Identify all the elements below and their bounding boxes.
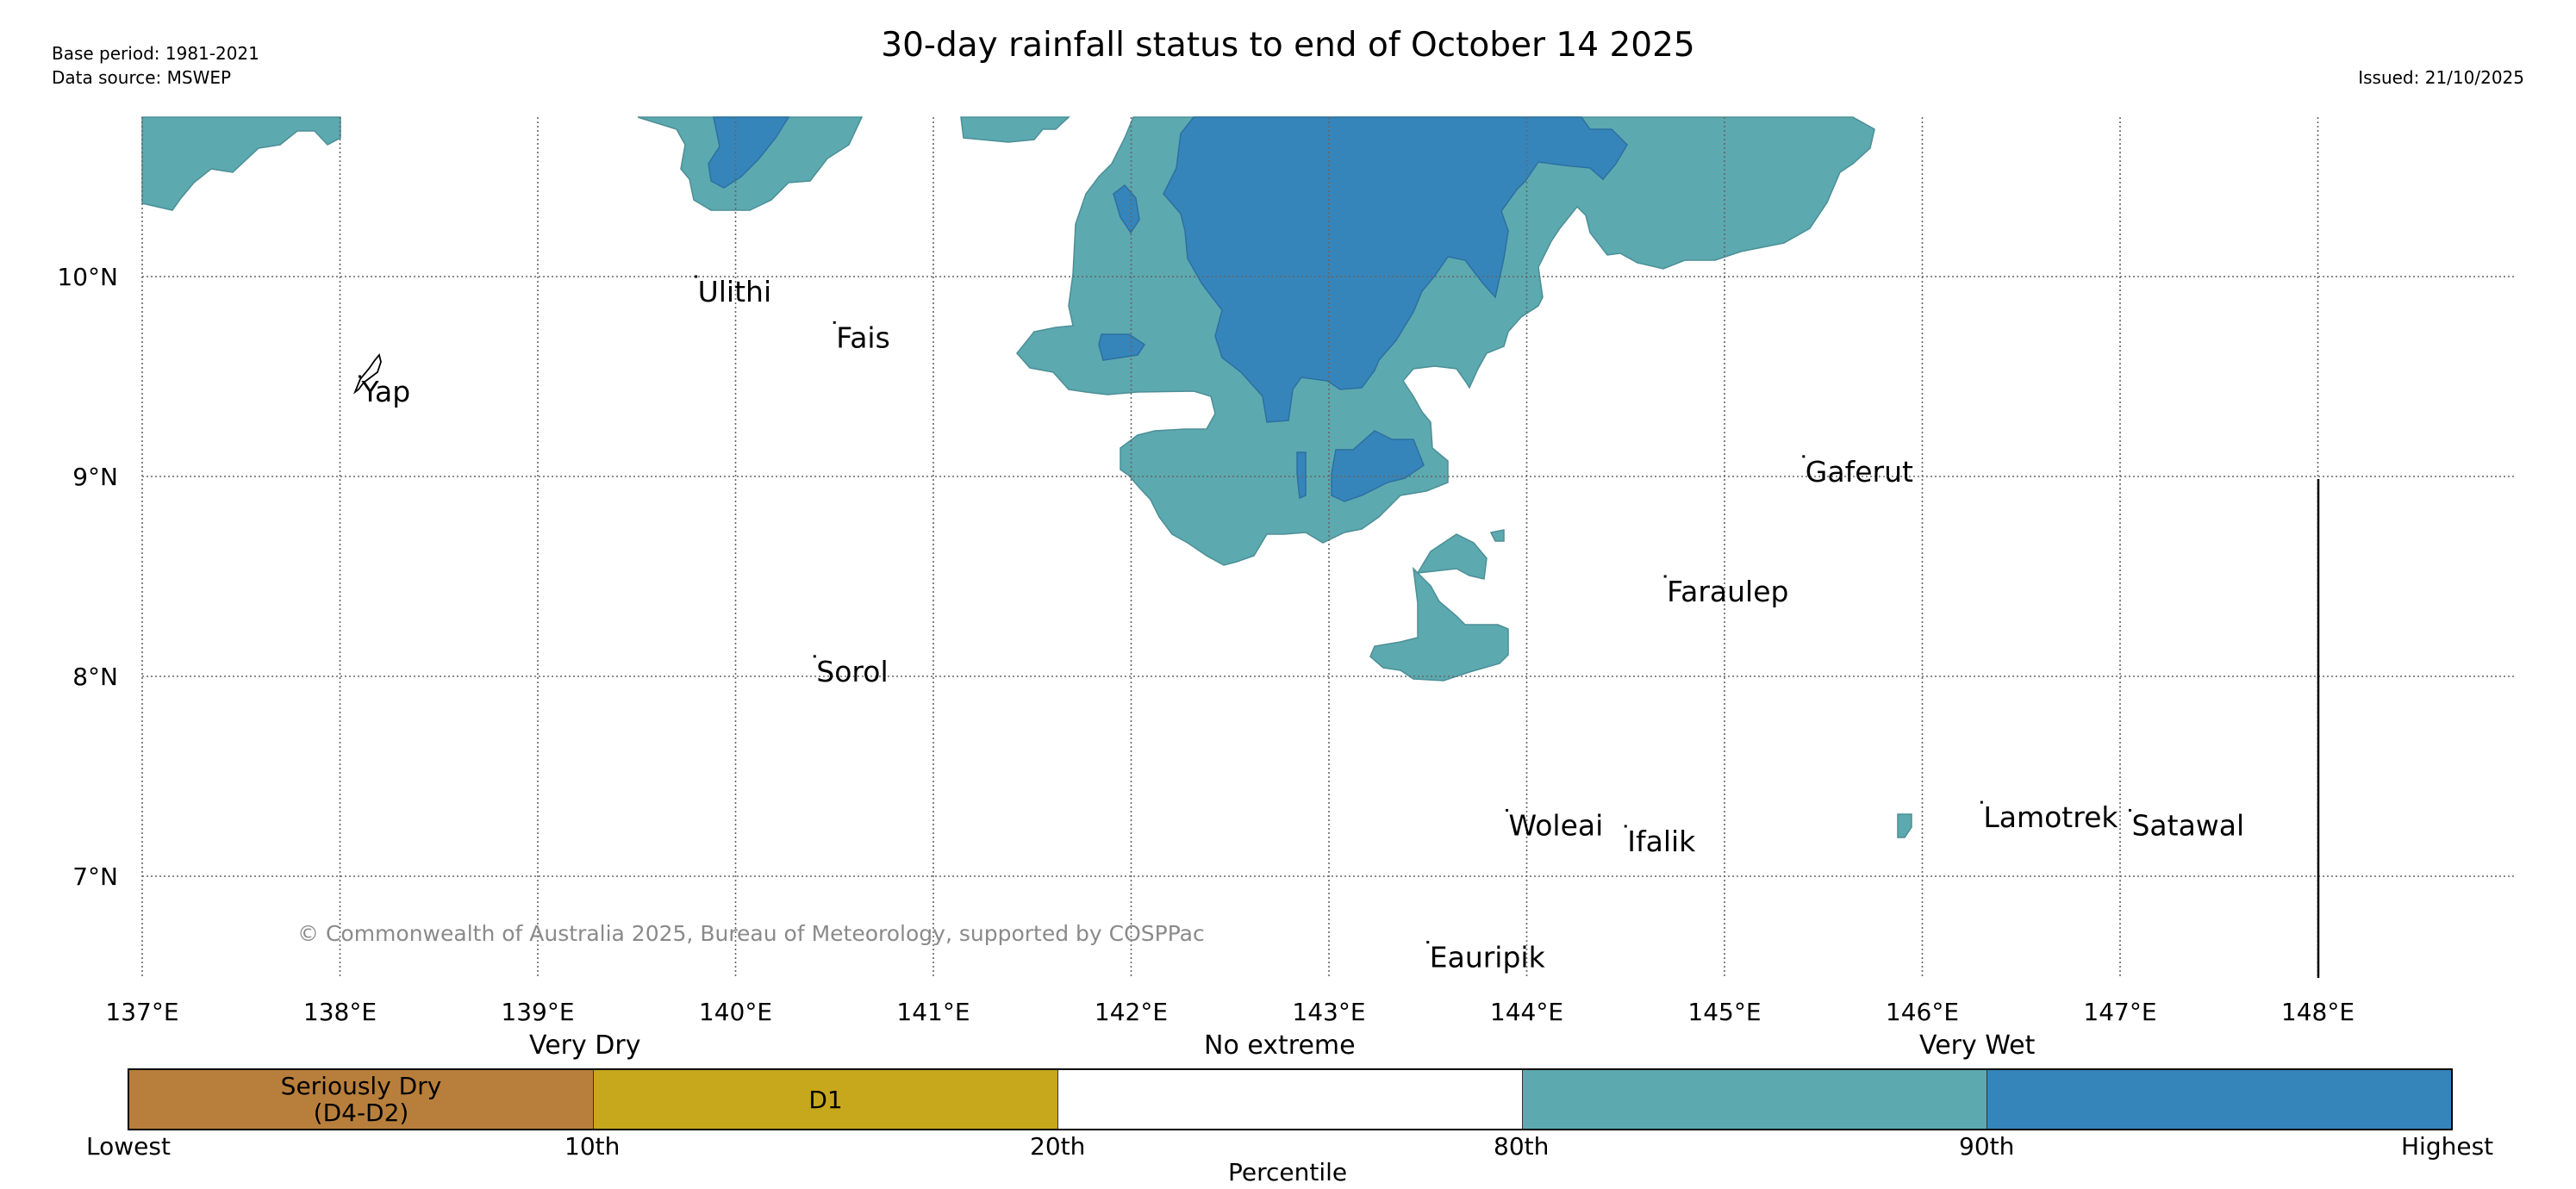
- place-marker: [358, 375, 361, 378]
- axis-tick-labels: 137°E 138°E 139°E 140°E 141°E 142°E 143°E 144°E…: [57, 263, 2355, 1026]
- place-label-faraulep: Faraulep: [1667, 575, 1788, 608]
- place-label-lamotrek: Lamotrek: [1983, 800, 2118, 834]
- place-label-ifalik: Ifalik: [1627, 825, 1696, 858]
- place-label-satawal: Satawal: [2131, 808, 2244, 842]
- cb-segment-no-extreme: [1058, 1070, 1523, 1129]
- cb-category-no-extreme: No extreme: [1204, 1030, 1356, 1061]
- place-marker: [1506, 808, 1509, 812]
- place-label-sorol: Sorol: [816, 655, 888, 688]
- place-label-ulithi: Ulithi: [698, 275, 772, 308]
- lat-tick-label: 8°N: [72, 663, 118, 691]
- lon-tick-label: 137°E: [105, 998, 178, 1026]
- very-wet-region: [960, 116, 1070, 143]
- place-marker: [1426, 941, 1430, 944]
- graticule: [141, 117, 2514, 978]
- highest-region: [1331, 430, 1425, 502]
- cb-segment-label: Seriously Dry (D4-D2): [280, 1072, 442, 1127]
- cb-tick-90th: 90th: [1959, 1132, 2015, 1161]
- issued-date-text: Issued: 21/10/2025: [2358, 67, 2524, 88]
- cb-segment-seriously-dry: Seriously Dry (D4-D2): [129, 1070, 594, 1129]
- place-marker: [1980, 800, 1983, 804]
- lon-tick-label: 144°E: [1490, 998, 1563, 1026]
- base-period-text: Base period: 1981-2021: [52, 43, 259, 64]
- colorbar: Seriously Dry (D4-D2) D1: [128, 1068, 2453, 1130]
- place-marker: [2128, 808, 2131, 812]
- lat-tick-label: 10°N: [57, 263, 118, 291]
- place-marker: [695, 275, 698, 278]
- place-labels: Yap Ulithi Fais Gaferut Faraulep Sorol Woleai I…: [358, 275, 2244, 974]
- lon-tick-label: 138°E: [303, 998, 377, 1026]
- page-title: 30-day rainfall status to end of October…: [881, 26, 1695, 65]
- data-source-text: Data source: MSWEP: [52, 67, 232, 88]
- place-marker: [1663, 575, 1667, 578]
- place-marker: [813, 655, 816, 658]
- cb-category-very-dry: Very Dry: [529, 1030, 641, 1061]
- cb-tick-80th: 80th: [1494, 1132, 1550, 1161]
- lat-tick-label: 7°N: [72, 862, 118, 891]
- highest-region: [1113, 184, 1140, 234]
- very-wet-region: [1416, 533, 1488, 580]
- lon-tick-label: 141°E: [896, 998, 970, 1026]
- lon-tick-label: 140°E: [699, 998, 772, 1026]
- lon-tick-label: 145°E: [1687, 998, 1761, 1026]
- very-wet-region: [1369, 566, 1509, 682]
- place-label-gaferut: Gaferut: [1806, 455, 1913, 489]
- lat-tick-label: 9°N: [72, 463, 118, 491]
- cb-category-very-wet: Very Wet: [1919, 1030, 2036, 1061]
- cb-segment-highest: [1987, 1070, 2451, 1129]
- cb-tick-lowest: Lowest: [86, 1132, 171, 1161]
- lon-tick-label: 148°E: [2281, 998, 2355, 1026]
- cb-segment-very-wet: [1523, 1070, 1987, 1129]
- lon-tick-label: 142°E: [1095, 998, 1168, 1026]
- place-label-yap: Yap: [360, 375, 410, 408]
- lon-tick-label: 146°E: [1886, 998, 1959, 1026]
- highest-region: [708, 116, 790, 189]
- cb-segment-label: D1: [808, 1085, 843, 1114]
- highest-region: [1098, 333, 1146, 361]
- rainfall-shading: [141, 116, 1912, 838]
- lon-tick-label: 147°E: [2083, 998, 2156, 1026]
- cb-tick-20th: 20th: [1030, 1132, 1086, 1161]
- cb-tick-highest: Highest: [2401, 1132, 2494, 1161]
- highest-region: [1163, 116, 1628, 423]
- yap-island-outline: [352, 353, 382, 395]
- lon-tick-label: 139°E: [501, 998, 574, 1026]
- highest-region: [1296, 451, 1307, 500]
- very-wet-region: [1897, 813, 1912, 838]
- place-label-woleai: Woleai: [1509, 808, 1604, 842]
- very-wet-region: [1489, 529, 1505, 542]
- place-label-fais: Fais: [836, 321, 890, 354]
- place-marker: [1624, 825, 1627, 828]
- place-marker: [1802, 455, 1806, 458]
- lon-tick-label: 143°E: [1292, 998, 1365, 1026]
- copyright-text: © Commonwealth of Australia 2025, Bureau…: [297, 921, 1205, 946]
- cb-axis-label: Percentile: [1228, 1158, 1348, 1186]
- cb-segment-d1: D1: [594, 1070, 1058, 1129]
- very-wet-region: [141, 116, 341, 211]
- place-marker: [833, 321, 836, 324]
- cb-tick-10th: 10th: [564, 1132, 621, 1161]
- place-label-eauripik: Eauripik: [1430, 941, 1546, 974]
